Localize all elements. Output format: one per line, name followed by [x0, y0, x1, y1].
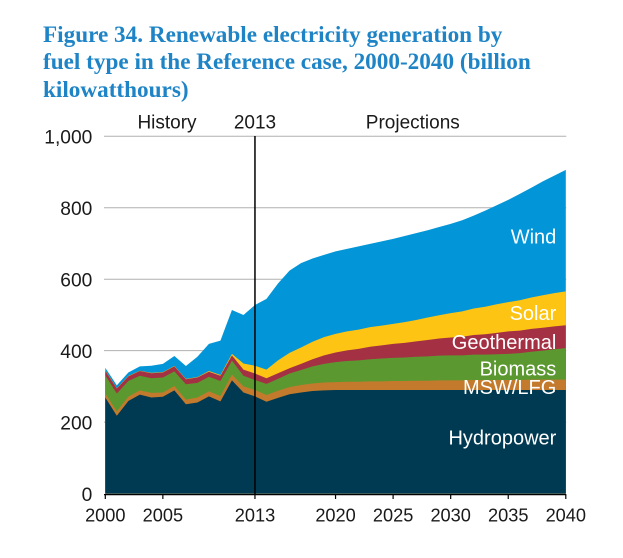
svg-text:2013: 2013: [234, 113, 276, 134]
svg-text:2020: 2020: [315, 506, 355, 526]
svg-text:2035: 2035: [488, 506, 528, 526]
svg-text:Solar: Solar: [510, 303, 557, 325]
svg-text:2040: 2040: [546, 506, 586, 526]
svg-text:2030: 2030: [430, 506, 470, 526]
svg-text:600: 600: [60, 271, 92, 292]
svg-text:2005: 2005: [143, 506, 183, 526]
svg-text:400: 400: [60, 342, 92, 363]
svg-text:Biomass: Biomass: [480, 359, 557, 381]
svg-text:0: 0: [82, 485, 93, 506]
svg-text:Geothermal: Geothermal: [452, 332, 557, 354]
svg-text:1,000: 1,000: [44, 128, 92, 149]
svg-text:MSW/LFG: MSW/LFG: [463, 377, 556, 399]
svg-text:Hydropower: Hydropower: [448, 427, 556, 449]
svg-text:2000: 2000: [85, 506, 125, 526]
svg-text:2025: 2025: [373, 506, 413, 526]
svg-text:2013: 2013: [235, 506, 275, 526]
svg-text:200: 200: [60, 414, 92, 435]
svg-text:Wind: Wind: [511, 227, 557, 249]
svg-text:Projections: Projections: [366, 113, 460, 134]
svg-text:800: 800: [60, 199, 92, 220]
svg-text:History: History: [137, 113, 197, 134]
